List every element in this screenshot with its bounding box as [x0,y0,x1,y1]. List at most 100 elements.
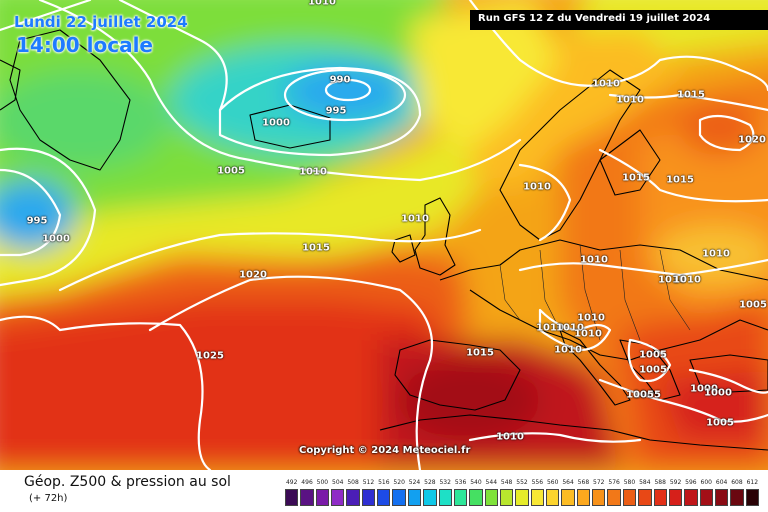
isobar-label: 1010 [592,78,620,90]
legend-swatch [407,489,422,506]
legend-label: 528 [424,479,436,486]
legend-label: 568 [577,479,590,486]
legend-swatch [453,489,468,506]
legend-label: 576 [608,479,620,486]
legend-label: 492 [285,479,298,486]
isobar-label: 1010 [702,248,730,260]
legend-swatch [315,489,330,506]
legend-label: 508 [347,479,359,486]
legend-swatch [561,489,575,506]
isobar-label: 1010 [673,274,701,286]
legend-label: 588 [654,479,666,486]
legend-label: 516 [378,479,390,486]
legend-swatch [546,489,560,506]
legend-swatch [392,489,406,506]
legend-swatch [499,489,514,506]
isobar-label: 1010 [523,181,551,193]
legend-label: 536 [454,479,467,486]
isobar-label: 1010 [616,94,644,106]
legend-swatch [668,489,683,506]
isobar-label: 1005 [739,299,767,311]
footer: Géop. Z500 & pression au sol (+ 72h) 492… [0,470,768,512]
isobar-label: 1000 [690,383,718,395]
legend-swatch [469,489,483,506]
legend-swatch [699,489,713,506]
isobars [0,0,768,470]
isobar-label: 1015 [666,174,694,186]
legend-swatch [361,489,376,506]
legend-label: 608 [731,479,743,486]
isobar-label: 1000 [704,387,732,399]
isobar-label: 1010 [580,254,608,266]
legend-swatch [285,489,299,506]
legend-label: 540 [470,479,482,486]
isobar-label: 990 [329,74,351,86]
legend-swatch [714,489,729,506]
legend-swatch [377,489,391,506]
legend-swatch [730,489,744,506]
legend-label: 612 [746,479,759,486]
isobar-label: 1010 [536,322,564,334]
isobar-label: 1015 [677,89,705,101]
legend-swatch [530,489,545,506]
isobar-label: 1005 [217,165,245,177]
legend-label: 544 [485,479,498,486]
legend-swatch [653,489,667,506]
isobar-label: 1010 [308,0,336,8]
legend-label: 600 [700,479,712,486]
legend-label: 512 [362,479,375,486]
legend-swatch [607,489,621,506]
isobar-label: 1015 [622,172,650,184]
legend-swatch [300,489,314,506]
legend-label: 580 [623,479,636,486]
legend-label: 592 [669,479,682,486]
isobar-label: 1020 [738,134,766,146]
run-info-text: Run GFS 12 Z du Vendredi 19 juillet 2024 [478,13,711,24]
coastlines [0,29,768,451]
isobar-label: 1005 [626,389,654,401]
forecast-map [0,0,768,470]
chart-title: Géop. Z500 & pression au sol [24,474,231,490]
isobar-label: 1015 [466,347,494,359]
legend-swatch [484,489,498,506]
copyright-notice: Copyright © 2024 Meteociel.fr [299,445,471,456]
isobar-label: 1010 [658,274,686,286]
legend-swatch [331,489,345,506]
legend-swatch [638,489,652,506]
isobar-label: 1005 [639,349,667,361]
isobar-label: 1000 [42,233,70,245]
isobar-label: 1005 [639,364,667,376]
legend-swatch [576,489,591,506]
legend-swatch [684,489,698,506]
legend-label: 532 [439,479,451,486]
legend-label: 500 [316,479,329,486]
legend-label: 556 [531,479,544,486]
legend-swatch [592,489,606,506]
legend-swatch [423,489,437,506]
legend-label: 560 [546,479,559,486]
legend-swatch [745,489,759,506]
geopotential-field [0,0,768,470]
isobar-label: 1010 [554,344,582,356]
isobar-label: 1015 [302,242,330,254]
legend-label: 604 [715,479,728,486]
isobar-label: 995 [325,105,347,117]
legend-label: 524 [408,479,421,486]
run-info-banner: Run GFS 12 Z du Vendredi 19 juillet 2024 [470,10,768,30]
color-scale-legend: 492 496 500 504 508 512 516 520 524 528 532 536 540 5… [284,470,760,510]
isobar-label: 1025 [196,350,224,362]
legend-label: 552 [516,479,528,486]
isobar-label: 995 [26,215,48,227]
legend-label: 564 [562,479,574,486]
legend-label: 496 [301,479,313,486]
legend-label: 520 [393,479,405,486]
isobar-label: 1010 [574,328,602,340]
isobar-label: 1010 [299,166,327,178]
legend-label: 596 [685,479,697,486]
valid-date: Lundi 22 juillet 2024 [14,13,188,31]
legend-swatch [346,489,360,506]
forecast-lead-time: (+ 72h) [29,493,68,504]
legend-swatch [515,489,529,506]
legend-swatch [438,489,452,506]
